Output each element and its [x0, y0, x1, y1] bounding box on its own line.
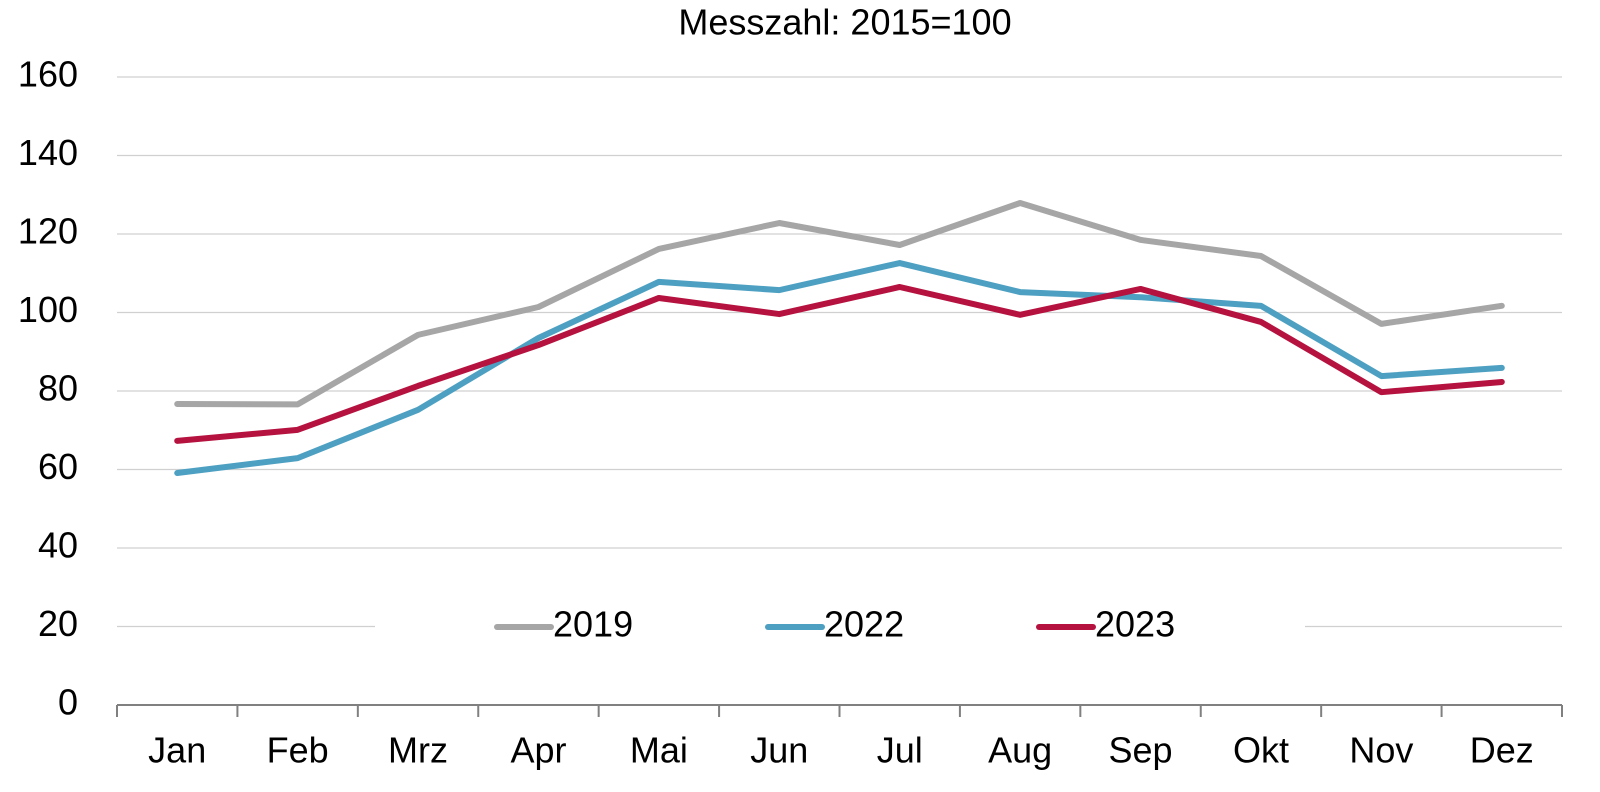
x-tick-label: Jun: [750, 730, 808, 771]
line-series: [174, 199, 1505, 408]
line-series: [174, 260, 1505, 477]
legend-label: 2023: [1095, 604, 1175, 645]
x-tick-label: Jul: [877, 730, 923, 771]
x-tick-label: Jan: [148, 730, 206, 771]
y-tick-label: 160: [18, 54, 78, 95]
y-tick-label: 0: [58, 682, 78, 723]
chart-title: Messzahl: 2015=100: [678, 2, 1011, 43]
y-tick-label: 120: [18, 211, 78, 252]
y-tick-label: 80: [38, 368, 78, 409]
legend-label: 2022: [824, 604, 904, 645]
legend-label: 2019: [553, 604, 633, 645]
x-tick-label: Nov: [1349, 730, 1413, 771]
y-tick-label: 40: [38, 525, 78, 566]
x-tick-label: Dez: [1470, 730, 1534, 771]
line-series: [174, 283, 1505, 444]
x-tick-label: Mai: [630, 730, 688, 771]
y-tick-label: 100: [18, 289, 78, 330]
y-tick-label: 20: [38, 603, 78, 644]
x-tick-label: Apr: [510, 730, 566, 771]
x-tick-label: Mrz: [388, 730, 448, 771]
y-tick-label: 60: [38, 446, 78, 487]
x-tick-label: Aug: [988, 730, 1052, 771]
y-tick-label: 140: [18, 132, 78, 173]
x-tick-label: Okt: [1233, 730, 1289, 771]
x-tick-label: Sep: [1109, 730, 1173, 771]
x-tick-label: Feb: [267, 730, 329, 771]
